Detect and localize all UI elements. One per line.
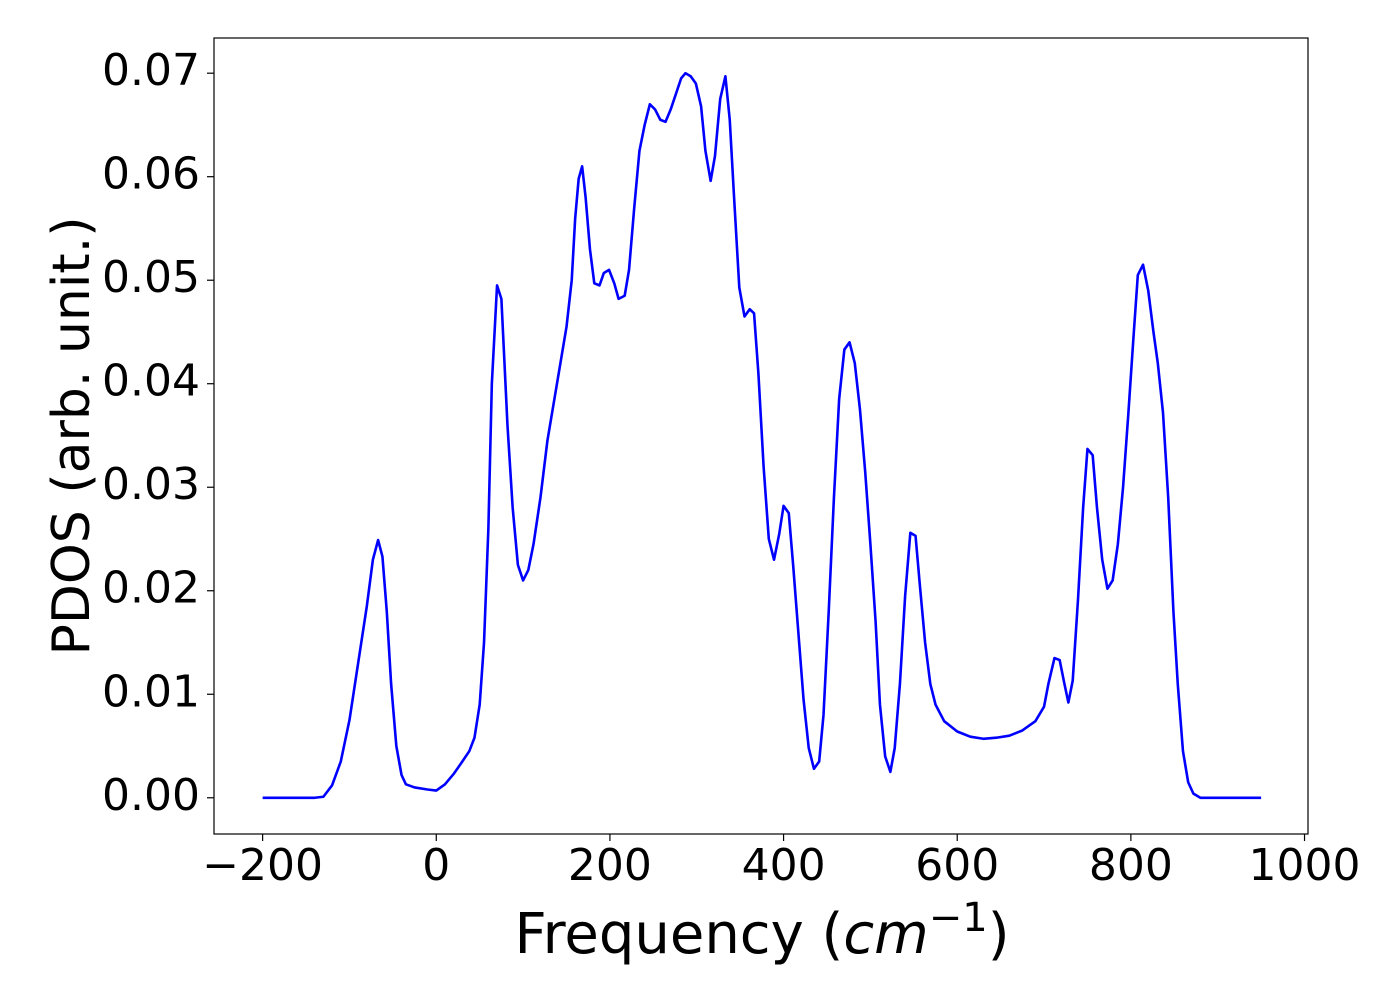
x-tick-label: 400 [742, 840, 826, 891]
x-label-part: Frequency ( [514, 902, 843, 967]
x-tick-label: 0 [422, 840, 450, 891]
y-tick-label: 0.07 [102, 45, 200, 96]
y-tick-label: 0.00 [102, 770, 200, 821]
x-tick-label: 600 [915, 840, 999, 891]
x-label-part: ) [988, 902, 1010, 967]
x-tick-label: 1000 [1249, 840, 1361, 891]
plot-frame [213, 37, 1309, 835]
y-tick-label: 0.03 [102, 459, 200, 510]
data-line [262, 71, 1262, 800]
x-tick-label: −200 [202, 840, 323, 891]
y-tick-label: 0.02 [102, 563, 200, 614]
y-axis-label: PDOS (arb. unit.) [42, 216, 102, 655]
x-tick-label: 200 [568, 840, 652, 891]
y-tick-label: 0.05 [102, 252, 200, 303]
x-label-part: cm [843, 902, 928, 967]
y-tick-label: 0.06 [102, 149, 200, 200]
x-tick-label: 800 [1089, 840, 1173, 891]
x-label-part: −1 [929, 895, 988, 941]
y-tick-label: 0.01 [102, 666, 200, 717]
y-tick-label: 0.04 [102, 356, 200, 407]
x-axis-label: Frequency (cm−1) [514, 895, 1009, 967]
